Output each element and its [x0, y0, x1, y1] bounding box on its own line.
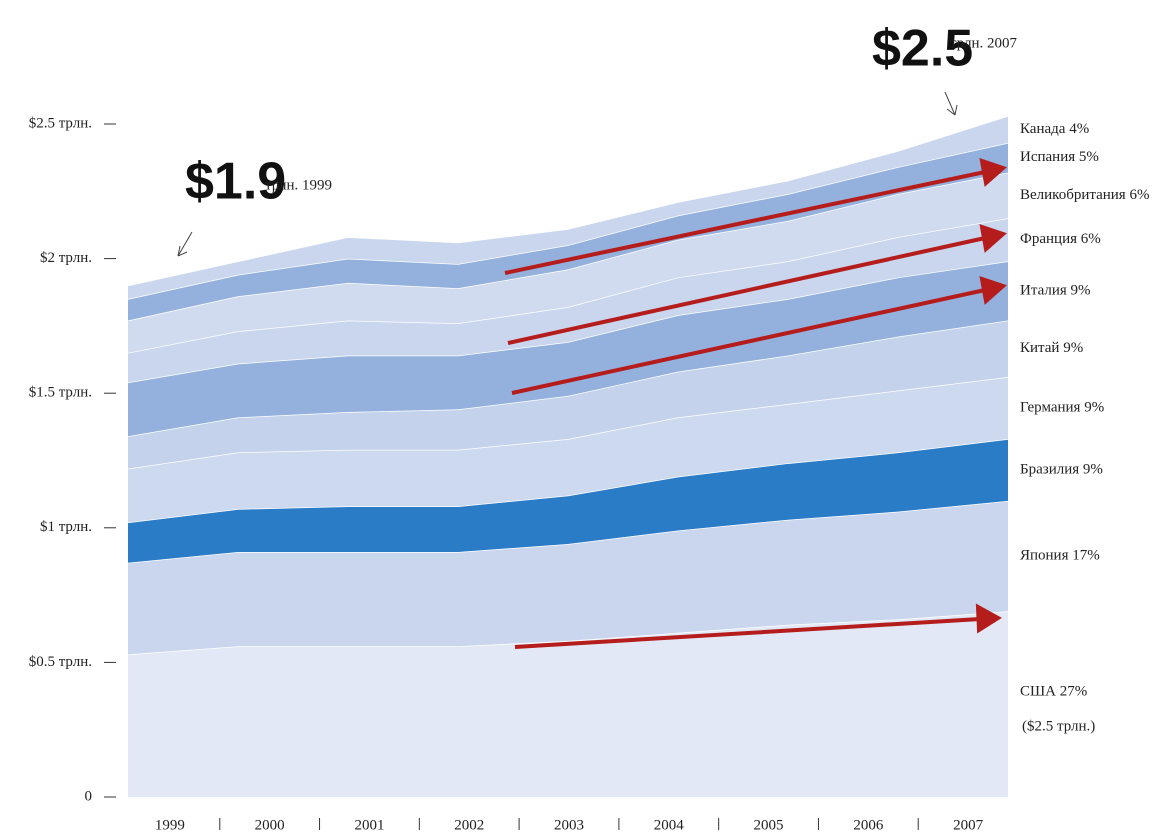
y-tick-label: $1.5 трлн. — [29, 385, 92, 401]
y-tick-label: $0.5 трлн. — [29, 654, 92, 670]
arrow — [514, 617, 981, 649]
x-tick-label: 2001 — [354, 817, 384, 833]
x-tick-label: 2007 — [953, 817, 984, 833]
area — [128, 320, 1008, 469]
arrow — [504, 170, 986, 275]
area — [128, 438, 1008, 563]
series-label: Италия 9% — [1020, 282, 1091, 298]
x-tick-label: 2005 — [754, 817, 784, 833]
arrow-head — [979, 158, 1007, 187]
series-label: Франция 6% — [1020, 231, 1101, 247]
series-label: Испания 5% — [1020, 149, 1099, 165]
x-tick-label: 1999 — [155, 817, 185, 833]
area — [128, 261, 1008, 437]
arrow — [511, 288, 986, 395]
area — [128, 172, 1008, 353]
areas — [127, 115, 1009, 797]
area — [128, 115, 1008, 299]
area — [128, 142, 1008, 321]
arrow-head — [979, 276, 1007, 305]
arrow-head — [979, 224, 1007, 253]
area — [128, 500, 1008, 655]
annotation: ($2.5 трлн.) — [1022, 718, 1095, 734]
series-label: США 27% — [1020, 683, 1087, 699]
annotation-label: трлн. 1999 — [265, 177, 332, 193]
annotation-label: трлн. 2007 — [950, 35, 1018, 51]
series-label: Бразилия 9% — [1020, 461, 1103, 477]
area — [128, 218, 1008, 383]
x-tick-label: 2000 — [255, 817, 285, 833]
pointer — [177, 231, 193, 257]
arrows — [504, 158, 1007, 649]
annotation-value: $1.9 — [185, 153, 286, 211]
series-label: Япония 17% — [1020, 548, 1100, 564]
area — [128, 377, 1008, 523]
annotation-value: $2.5 — [872, 20, 973, 78]
series-label: Китай 9% — [1020, 340, 1083, 356]
series-label: Канада 4% — [1020, 121, 1089, 137]
x-tick-label: 2006 — [853, 817, 884, 833]
series-label: Великобритания 6% — [1020, 187, 1149, 203]
y-tick-label: $2.5 трлн. — [29, 115, 92, 131]
arrow-head — [975, 603, 1002, 634]
x-tick-label: 2003 — [554, 817, 584, 833]
pointer — [944, 91, 958, 116]
y-tick-label: 0 — [85, 788, 93, 804]
y-tick-label: $1 трлн. — [40, 519, 92, 535]
x-tick-label: 2004 — [654, 817, 685, 833]
arrow — [507, 236, 986, 345]
area — [128, 611, 1008, 797]
y-tick-label: $2 трлн. — [40, 250, 92, 266]
x-tick-label: 2002 — [454, 817, 484, 833]
series-label: Германия 9% — [1020, 399, 1104, 415]
area-edge — [127, 115, 1009, 287]
